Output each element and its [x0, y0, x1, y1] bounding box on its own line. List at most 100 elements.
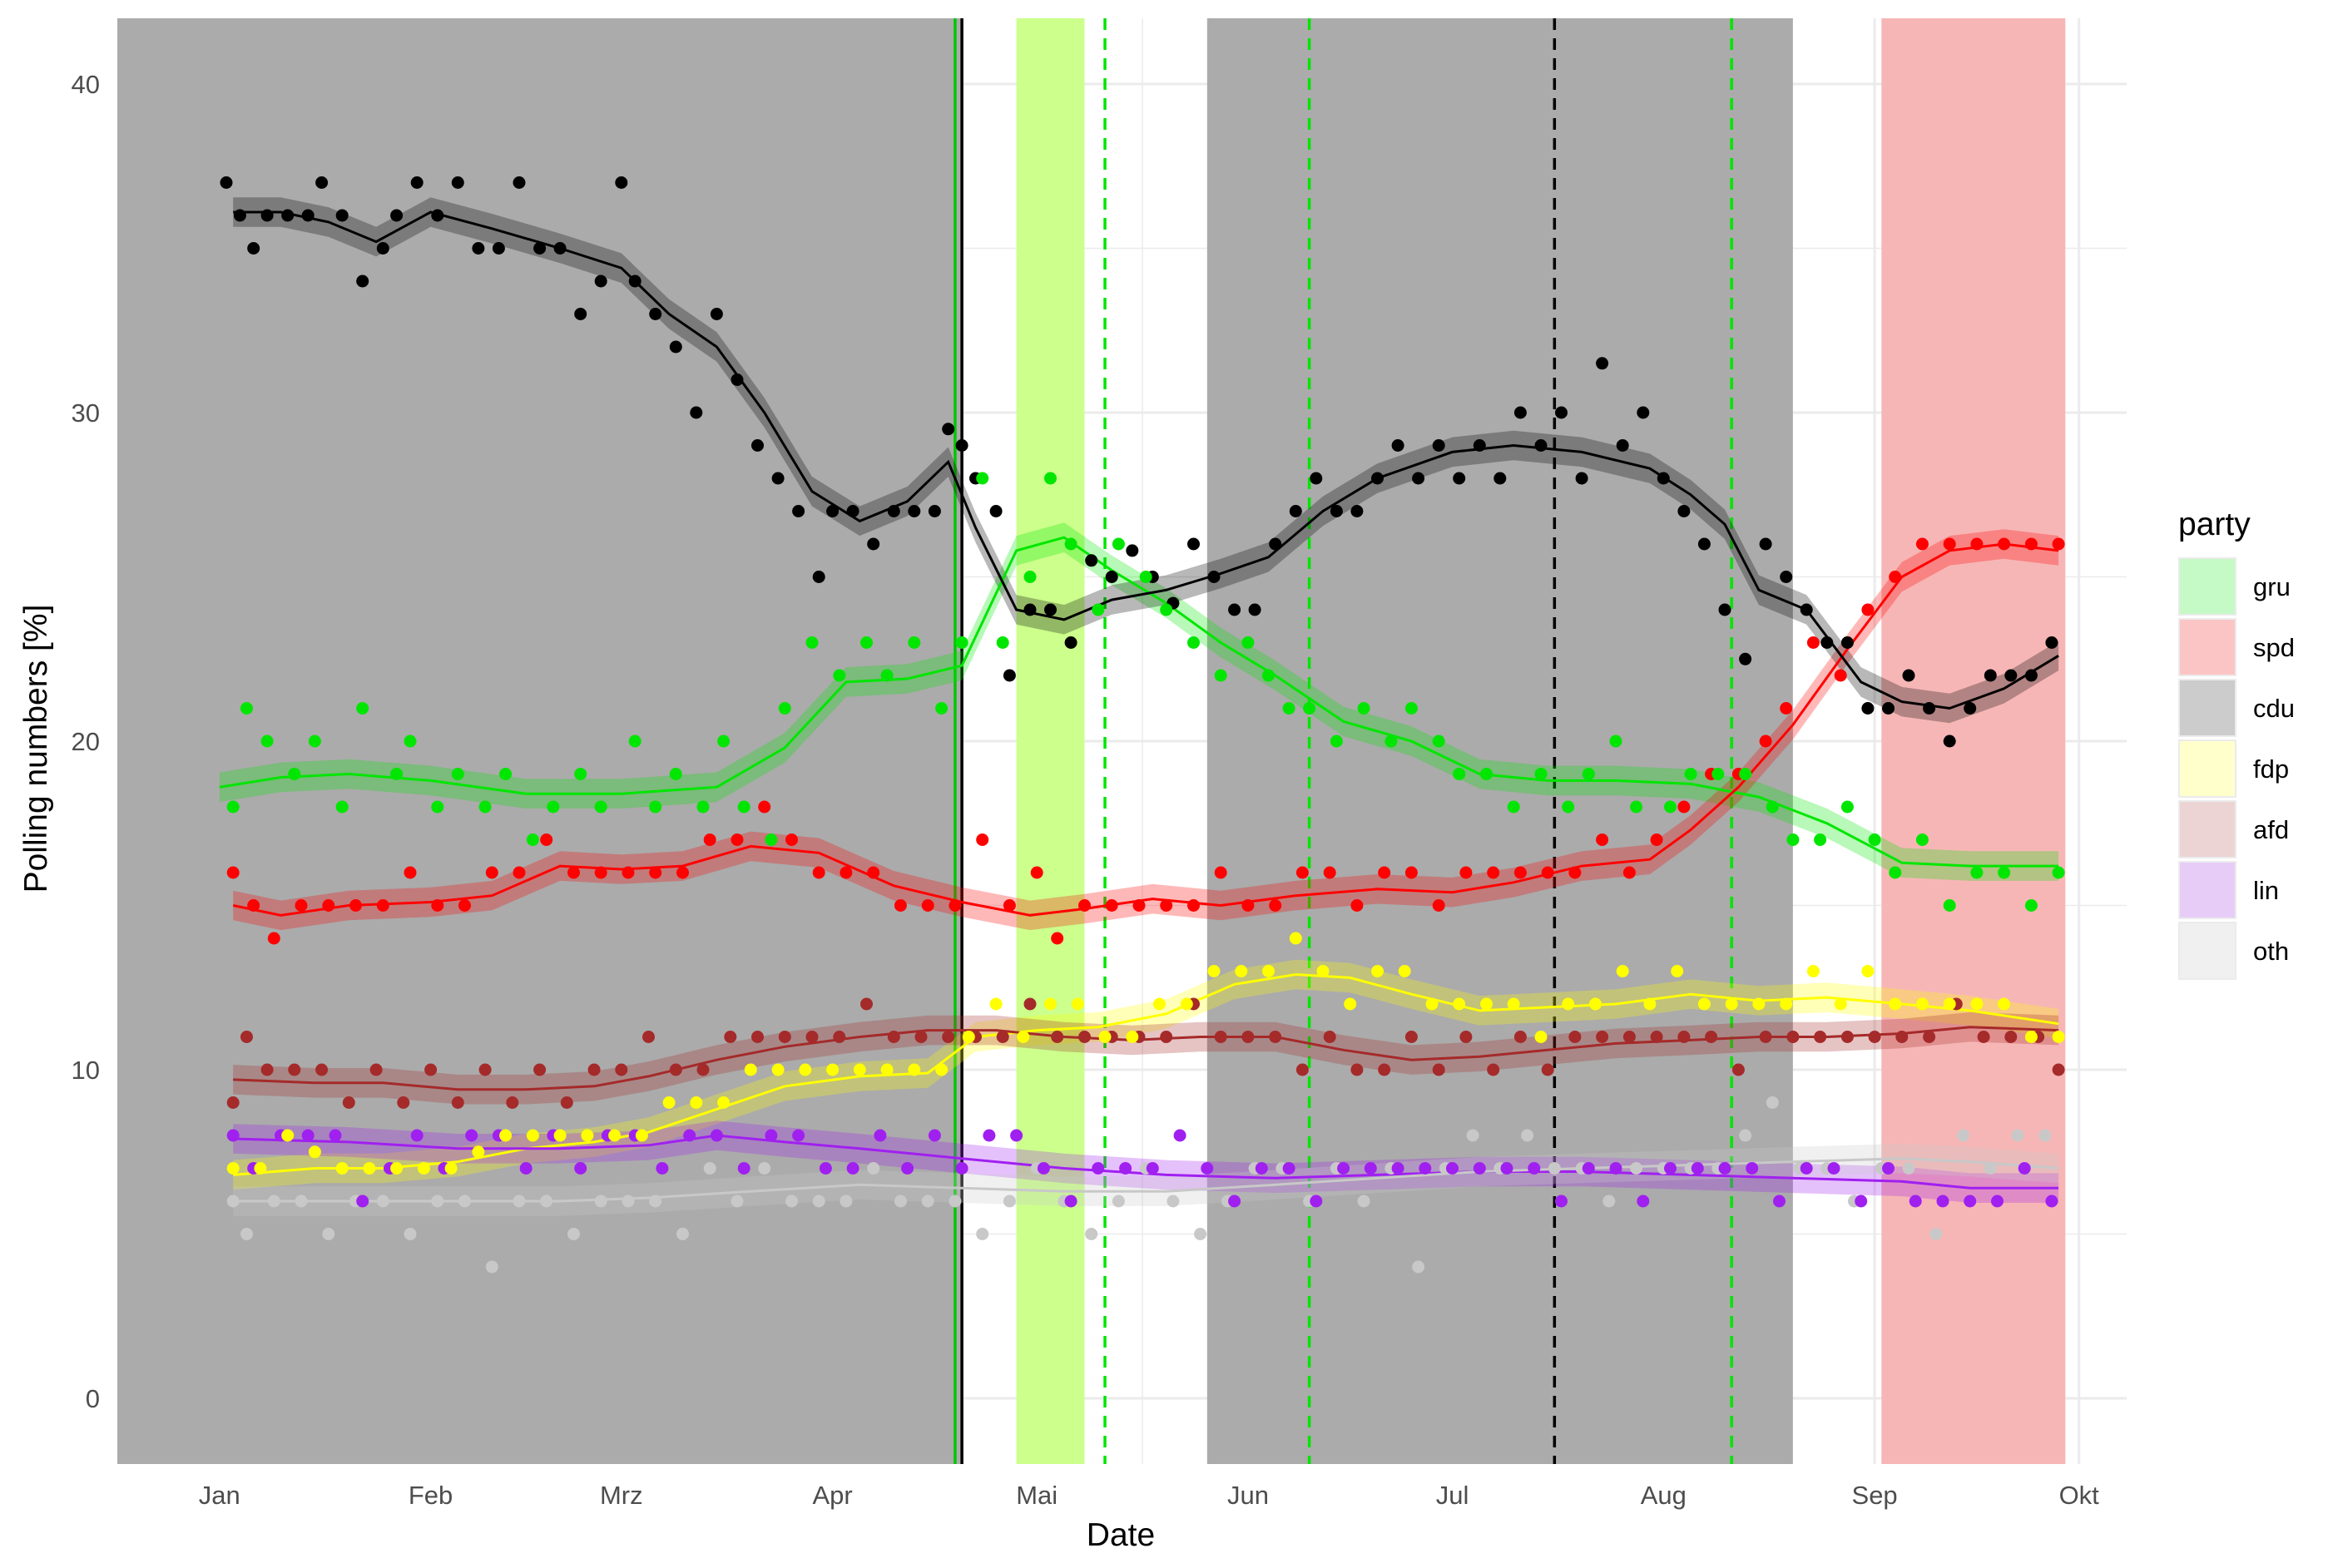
- x-tick-label: Mai: [1016, 1481, 1058, 1510]
- data-point-lin: [1037, 1162, 1050, 1175]
- data-point-cdu: [451, 176, 464, 189]
- data-point-spd: [485, 866, 498, 879]
- data-point-spd: [431, 899, 444, 912]
- data-point-spd: [1269, 899, 1282, 912]
- x-tick-label: Mrz: [600, 1481, 643, 1510]
- data-point-fdp: [799, 1063, 812, 1076]
- x-tick-label: Apr: [812, 1481, 852, 1510]
- x-tick-label: Okt: [2059, 1481, 2100, 1510]
- data-point-lin: [1419, 1162, 1432, 1175]
- data-point-spd: [1030, 866, 1043, 879]
- data-point-cdu: [1677, 505, 1691, 517]
- data-point-cdu: [628, 275, 641, 288]
- data-point-gru: [1214, 669, 1227, 682]
- data-point-lin: [1637, 1195, 1650, 1208]
- data-point-spd: [1003, 899, 1016, 912]
- data-point-cdu: [1596, 357, 1609, 370]
- data-point-oth: [1929, 1228, 1943, 1240]
- data-point-cdu: [1555, 406, 1568, 419]
- legend-swatch-spd: [2180, 620, 2235, 675]
- data-point-spd: [1132, 899, 1146, 912]
- data-point-gru: [526, 833, 539, 846]
- data-point-lin: [1010, 1129, 1023, 1142]
- data-point-lin: [301, 1129, 315, 1142]
- data-point-lin: [656, 1162, 669, 1175]
- data-point-cdu: [356, 275, 369, 288]
- data-point-gru: [335, 800, 349, 814]
- data-point-gru: [1630, 800, 1643, 814]
- ribbon-gru: [219, 522, 2059, 881]
- data-point-gru: [1330, 735, 1343, 748]
- data-point-spd: [1622, 866, 1636, 879]
- data-point-cdu: [390, 209, 404, 222]
- data-point-afd: [587, 1063, 601, 1076]
- data-point-fdp: [553, 1129, 567, 1142]
- data-point-gru: [1357, 702, 1370, 715]
- data-point-cdu: [615, 176, 628, 189]
- data-point-gru: [308, 735, 321, 748]
- data-point-cdu: [1310, 472, 1323, 485]
- data-point-gru: [547, 800, 560, 814]
- data-point-cdu: [472, 242, 485, 255]
- data-point-cdu: [771, 472, 785, 485]
- data-point-fdp: [1915, 997, 1929, 1011]
- data-point-afd: [260, 1063, 274, 1076]
- data-point-fdp: [472, 1145, 485, 1159]
- data-point-cdu: [989, 505, 1003, 517]
- trend-line-lin: [233, 1134, 2059, 1190]
- data-point-oth: [649, 1195, 662, 1208]
- data-point-afd: [1731, 1063, 1745, 1076]
- y-axis-ticks: 0 10 20 30 40: [72, 70, 100, 1413]
- data-point-afd: [1541, 1063, 1554, 1076]
- data-point-spd: [731, 833, 744, 846]
- data-point-cdu: [812, 571, 825, 583]
- data-point-oth: [812, 1195, 825, 1208]
- data-point-fdp: [281, 1129, 295, 1142]
- data-point-oth: [322, 1228, 335, 1240]
- data-point-fdp: [1453, 997, 1466, 1011]
- data-point-oth: [226, 1195, 240, 1208]
- data-point-fdp: [1589, 997, 1602, 1011]
- data-point-gru: [356, 702, 369, 715]
- data-point-gru: [649, 800, 662, 814]
- data-point-fdp: [2024, 1031, 2038, 1043]
- data-point-lin: [683, 1129, 696, 1142]
- data-point-oth: [567, 1228, 580, 1240]
- data-point-fdp: [1289, 932, 1302, 945]
- data-point-fdp: [581, 1129, 594, 1142]
- data-point-cdu: [1126, 544, 1139, 557]
- legend-label-afd: afd: [2253, 815, 2289, 844]
- data-point-lin: [1092, 1162, 1105, 1175]
- data-point-lin: [1337, 1162, 1350, 1175]
- data-point-afd: [1923, 1031, 1936, 1043]
- data-point-spd: [1806, 636, 1820, 649]
- legend-swatch-fdp: [2180, 741, 2235, 796]
- data-point-fdp: [499, 1129, 513, 1142]
- data-point-cdu: [315, 176, 329, 189]
- data-point-fdp: [1671, 965, 1684, 977]
- data-point-spd: [1078, 899, 1091, 912]
- y-tick-label: 30: [72, 398, 100, 428]
- data-point-lin: [983, 1129, 996, 1142]
- data-point-afd: [751, 1031, 764, 1043]
- data-point-fdp: [744, 1063, 757, 1076]
- legend: party gru spd cdu fdp afd lin oth: [2178, 507, 2295, 980]
- data-point-oth: [921, 1195, 934, 1208]
- data-point-cdu: [281, 209, 295, 222]
- data-point-gru: [1241, 636, 1255, 649]
- data-point-fdp: [1643, 997, 1657, 1011]
- legend-title: party: [2178, 507, 2251, 542]
- data-point-afd: [1840, 1031, 1854, 1043]
- ribbon-spd: [233, 529, 2059, 931]
- data-point-gru: [1092, 603, 1105, 616]
- data-point-afd: [1295, 1063, 1309, 1076]
- data-point-cdu: [2024, 669, 2038, 682]
- data-point-cdu: [792, 505, 805, 517]
- data-point-afd: [1622, 1031, 1636, 1043]
- data-point-oth: [1984, 1162, 1997, 1175]
- data-point-spd: [567, 866, 580, 879]
- data-point-afd: [1350, 1063, 1364, 1076]
- data-point-cdu: [1228, 603, 1241, 616]
- data-point-gru: [737, 800, 750, 814]
